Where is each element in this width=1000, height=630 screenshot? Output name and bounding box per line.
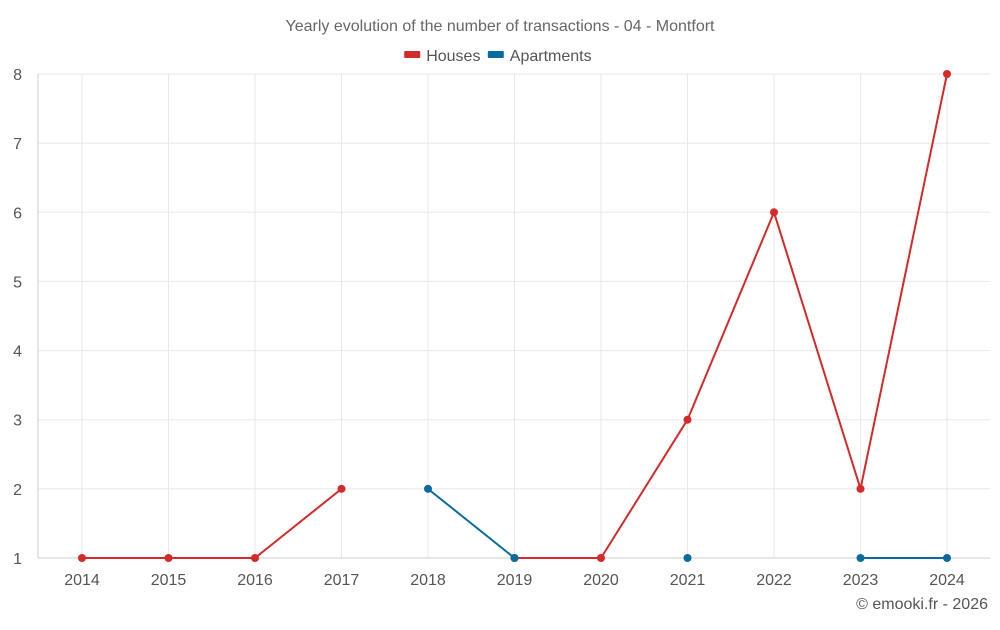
x-tick-label: 2019 xyxy=(497,572,533,589)
credit-text: © emooki.fr - 2026 xyxy=(856,596,988,613)
data-point-houses-2024[interactable] xyxy=(943,70,951,78)
data-point-apartments-2024[interactable] xyxy=(943,554,951,562)
data-point-houses-2017[interactable] xyxy=(337,484,346,493)
series-line-houses xyxy=(81,487,343,559)
x-tick-label: 2020 xyxy=(583,572,619,589)
data-point-houses-2023[interactable] xyxy=(856,484,865,493)
y-tick-label: 4 xyxy=(13,344,22,361)
x-tick-label: 2022 xyxy=(756,572,792,589)
data-point-houses-2015[interactable] xyxy=(164,554,173,562)
data-point-houses-2020[interactable] xyxy=(597,554,605,562)
data-point-apartments-2023[interactable] xyxy=(856,554,865,562)
data-point-apartments-2018[interactable] xyxy=(424,484,432,493)
y-tick-label: 1 xyxy=(13,551,22,568)
x-tick-label: 2014 xyxy=(64,572,100,589)
data-point-apartments-2021[interactable] xyxy=(683,554,692,562)
y-tick-label: 2 xyxy=(13,482,22,499)
axes: 1 2 3 4 5 6 7 8 2014 2015 2016 2017 2018 2019 2020 2021… xyxy=(13,67,990,589)
y-tick-label: 3 xyxy=(13,413,22,430)
legend-label: Apartments xyxy=(510,48,592,65)
data-point-houses-2021[interactable] xyxy=(683,415,692,424)
y-tick-label: 5 xyxy=(13,274,22,291)
legend-swatch xyxy=(487,51,504,58)
data-point-houses-2022[interactable] xyxy=(770,208,778,217)
series-line-apartments xyxy=(427,487,516,559)
series-apartments xyxy=(424,484,951,562)
legend-label: Houses xyxy=(426,48,480,65)
x-tick-label: 2018 xyxy=(410,572,446,589)
legend-item-houses[interactable]: Houses xyxy=(404,48,480,65)
y-tick-label: 8 xyxy=(13,67,22,84)
y-tick-label: 6 xyxy=(13,205,22,222)
data-point-houses-2016[interactable] xyxy=(251,554,259,562)
x-tick-label: 2017 xyxy=(324,572,360,589)
x-tick-label: 2016 xyxy=(237,572,273,589)
x-tick-label: 2023 xyxy=(843,572,879,589)
x-tick-label: 2015 xyxy=(151,572,187,589)
legend: Houses Apartments xyxy=(404,48,592,65)
legend-swatch xyxy=(404,51,421,58)
series-line-houses xyxy=(513,73,948,559)
chart-title: Yearly evolution of the number of transa… xyxy=(286,18,716,35)
data-point-houses-2014[interactable] xyxy=(78,554,86,562)
grid xyxy=(38,73,990,558)
x-tick-label: 2021 xyxy=(670,572,706,589)
y-tick-label: 7 xyxy=(13,136,22,153)
legend-item-apartments[interactable]: Apartments xyxy=(487,48,592,65)
series-layer xyxy=(78,70,951,562)
data-point-apartments-2019[interactable] xyxy=(510,554,519,562)
x-tick-label: 2024 xyxy=(929,572,965,589)
